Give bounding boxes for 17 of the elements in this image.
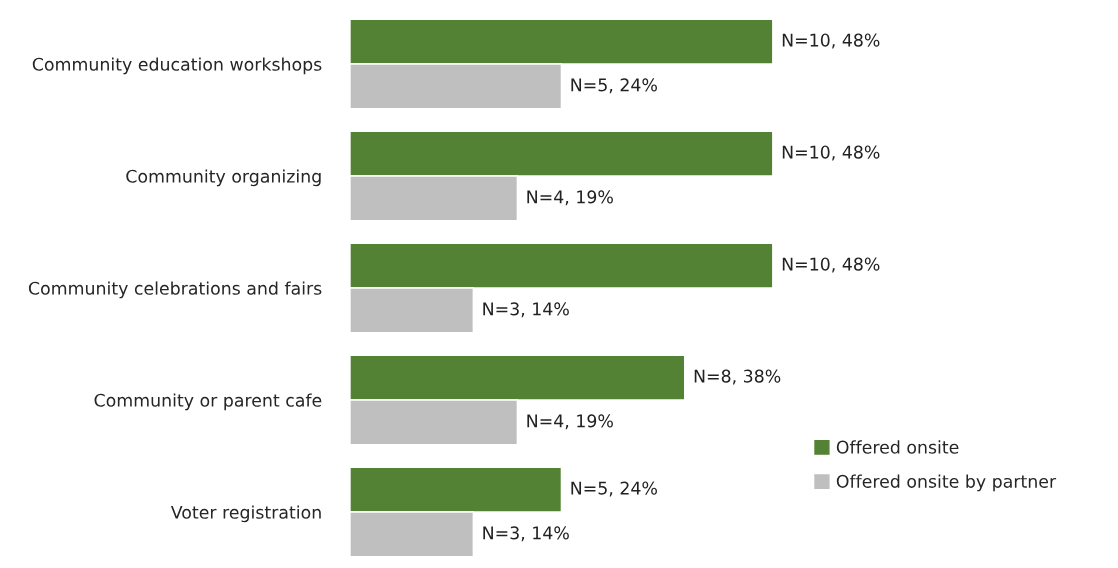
y-tick-label: Voter registration bbox=[170, 505, 321, 523]
y-tick-label: Community or parent cafe bbox=[94, 393, 322, 411]
data-label: N=3, 14% bbox=[483, 526, 569, 542]
data-label: N=3, 14% bbox=[483, 302, 569, 318]
data-label: N=10, 48% bbox=[782, 145, 880, 161]
data-label: N=8, 38% bbox=[694, 369, 781, 385]
data-label: N=10, 48% bbox=[782, 257, 880, 273]
data-label: N=4, 19% bbox=[527, 414, 613, 430]
legend-label: Offered onsite by partner bbox=[836, 474, 1057, 492]
y-tick-label: Community organizing bbox=[126, 169, 321, 187]
data-label: N=10, 48% bbox=[782, 33, 880, 49]
data-label: N=5, 24% bbox=[571, 481, 657, 497]
data-label: N=5, 24% bbox=[571, 78, 657, 94]
y-tick-label: Community education workshops bbox=[32, 57, 322, 75]
legend-label: Offered onsite bbox=[836, 440, 959, 454]
y-tick-label: Community celebrations and fairs bbox=[28, 281, 322, 299]
data-label: N=4, 19% bbox=[527, 190, 613, 206]
